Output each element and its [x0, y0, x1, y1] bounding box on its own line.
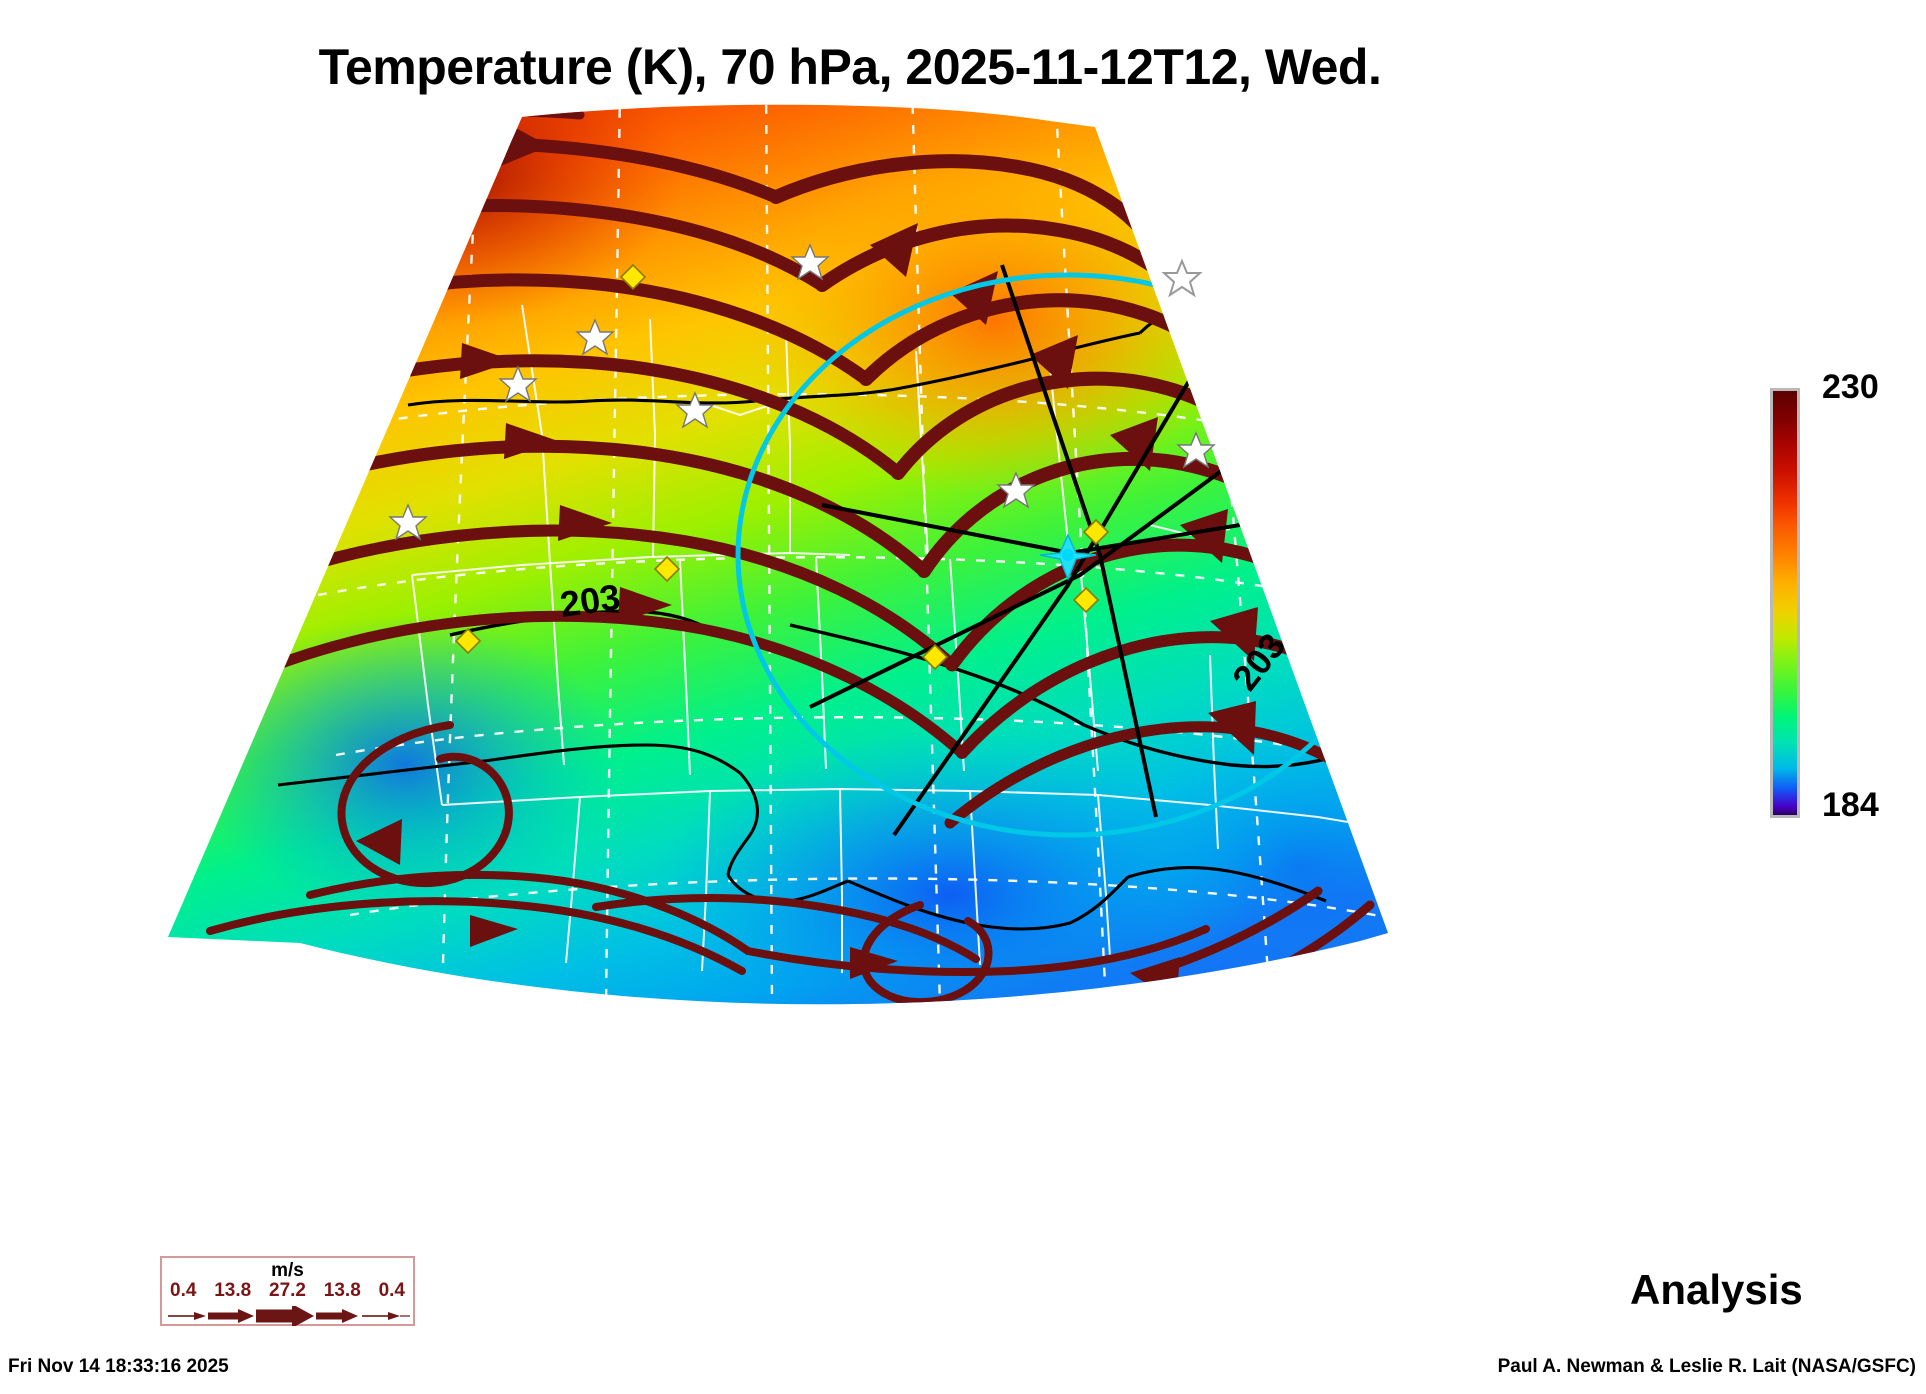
map-panel[interactable]: 203 203 [150, 104, 1430, 1005]
wind-legend-arrows [168, 1306, 410, 1326]
cold-vortex-southwest [190, 615, 620, 915]
colorbar[interactable]: 230 184 [1770, 368, 1910, 824]
generation-timestamp: Fri Nov 14 18:33:16 2025 [8, 1356, 229, 1377]
wind-tick-1: 13.8 [214, 1280, 252, 1301]
cold-region-southeast [1110, 725, 1388, 1005]
page-title: Temperature (K), 70 hPa, 2025-11-12T12, … [318, 39, 1382, 95]
wind-tick-2: 27.2 [269, 1280, 306, 1301]
colorbar-min-label: 184 [1822, 786, 1879, 824]
wind-legend-ticks: 0.4 13.8 27.2 13.8 0.4 [170, 1280, 405, 1302]
attribution-credit: Paul A. Newman & Leslie R. Lait (NASA/GS… [1497, 1356, 1916, 1377]
center-marker[interactable] [1039, 533, 1097, 582]
station-markers[interactable] [454, 263, 1110, 671]
wind-tick-0: 0.4 [170, 1280, 197, 1301]
wind-speed-legend: m/s 0.4 13.8 27.2 13.8 0.4 [160, 1256, 415, 1326]
wind-legend-units: m/s [271, 1260, 304, 1281]
map-svg[interactable]: 203 203 [150, 104, 1430, 1005]
contour-label-203-west: 203 [557, 576, 622, 625]
analysis-label: Analysis [1630, 1266, 1803, 1313]
city-markers[interactable] [388, 243, 1216, 541]
colorbar-max-label: 230 [1822, 368, 1879, 406]
wind-tick-3: 13.8 [323, 1280, 361, 1301]
map-raster-layer: 203 203 [168, 104, 1398, 1005]
colorbar-gradient[interactable] [1770, 388, 1800, 818]
warm-core-northeast [745, 145, 1245, 495]
wind-tick-4: 0.4 [378, 1280, 405, 1301]
satellite-coverage-circle[interactable] [735, 272, 1398, 838]
